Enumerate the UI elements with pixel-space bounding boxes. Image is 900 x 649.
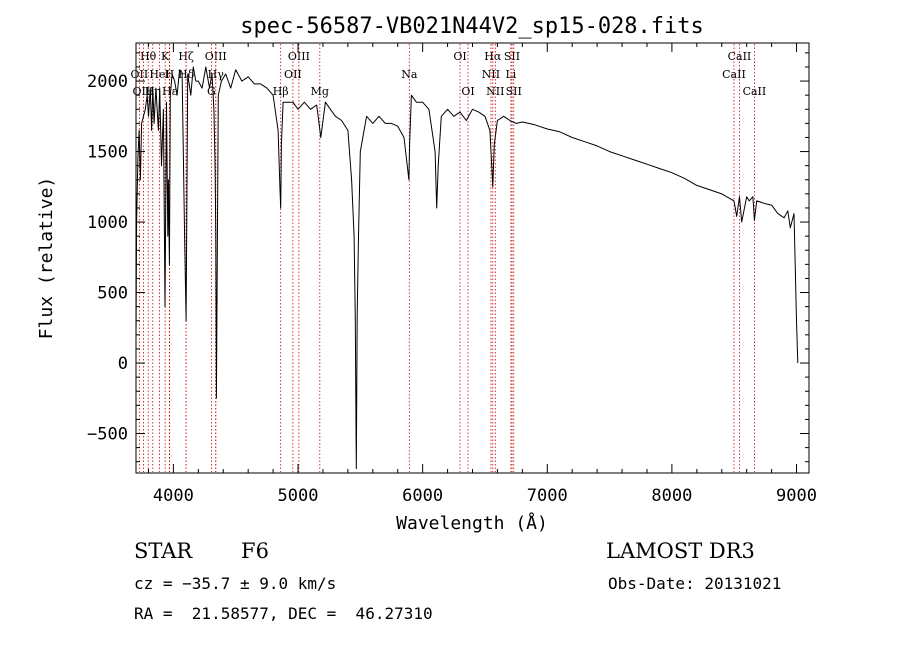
line-label-10: OIII <box>205 50 227 63</box>
y-tick-label-1: 0 <box>118 354 128 374</box>
line-label-11: Hγ <box>208 68 225 81</box>
object-class: STAR <box>134 539 193 563</box>
x-tick-label-1: 5000 <box>278 486 319 506</box>
line-label-1: OII <box>131 68 149 81</box>
x-tick-label-4: 8000 <box>651 486 692 506</box>
chart-title: spec-56587-VB021N44V2_sp15-028.fits <box>240 14 704 39</box>
line-label-15: Hβ <box>273 85 289 98</box>
y-tick-label-4: 1500 <box>87 143 128 163</box>
axes: 4000 5000 6000 7000 8000 9000 −500 0 500 1000 1500… <box>87 43 817 506</box>
line-label-22: NII <box>482 68 500 81</box>
survey-name: LAMOST DR3 <box>606 539 755 563</box>
line-label-21: SII <box>504 50 520 63</box>
plot-frame <box>135 42 810 474</box>
y-tick-label-5: 2000 <box>87 72 128 92</box>
line-label-16: Mg <box>311 85 329 98</box>
line-label-4: HeI <box>149 68 169 81</box>
x-tick-label-3: 7000 <box>527 486 568 506</box>
line-label-24: NII <box>486 85 504 98</box>
spectrum-line <box>135 66 799 470</box>
line-label-26: CaII <box>728 50 752 63</box>
x-tick-label-0: 4000 <box>153 486 194 506</box>
observation-date: Obs-Date: 20131021 <box>608 574 782 593</box>
spectrum-plot <box>135 66 799 470</box>
line-label-0: Hθ <box>140 50 157 63</box>
line-label-19: OI <box>461 85 474 98</box>
line-label-25: SII <box>506 85 522 98</box>
line-label-17: Na <box>401 68 418 81</box>
line-label-14: OII <box>284 68 302 81</box>
line-label-12: G <box>207 85 216 98</box>
line-label-13: OIII <box>288 50 310 63</box>
line-label-5: K <box>161 50 170 63</box>
y-tick-label-2: 500 <box>97 284 128 304</box>
redshift-velocity: cz = −35.7 ± 9.0 km/s <box>134 574 337 593</box>
line-label-8: Hζ <box>178 50 194 63</box>
coordinates: RA = 21.58577, DEC = 46.27310 <box>134 604 433 623</box>
line-label-23: Li <box>505 68 516 81</box>
y-tick-label-0: −500 <box>87 425 128 445</box>
line-label-28: CaII <box>743 85 767 98</box>
y-axis-label: Flux (relative) <box>36 177 57 340</box>
object-subclass: F6 <box>241 539 269 563</box>
line-label-27: CaII <box>722 68 746 81</box>
line-label-7: H <box>165 68 175 81</box>
x-tick-label-2: 6000 <box>402 486 443 506</box>
line-label-6: Hε <box>162 85 178 98</box>
line-label-18: OI <box>453 50 466 63</box>
y-tick-label-3: 1000 <box>87 213 128 233</box>
x-tick-label-5: 9000 <box>776 486 817 506</box>
x-axis-label: Wavelength (Å) <box>396 512 548 534</box>
line-label-20: Hα <box>484 50 502 63</box>
